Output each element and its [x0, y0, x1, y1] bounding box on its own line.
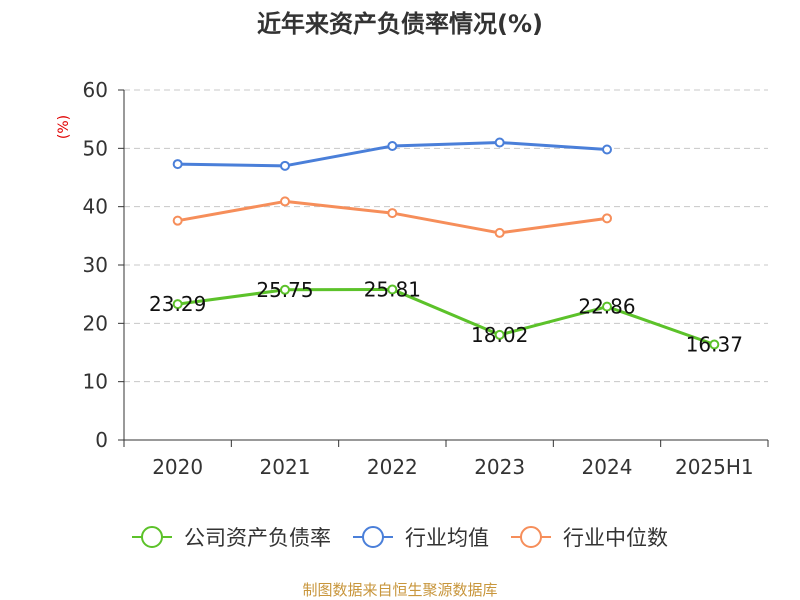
series-1	[172, 284, 720, 350]
axes: 0 10 20 30 40 50 60 2020 2021 2022 2023 2024 2025H1	[83, 78, 769, 479]
series-2	[172, 137, 612, 171]
y-tick-label-10: 10	[83, 370, 108, 394]
data-label-2021: 25.75	[256, 278, 313, 302]
legend-label-3: 行业中位数	[563, 526, 668, 550]
y-tick-label-20: 20	[83, 311, 108, 335]
data-point-1-2022[interactable]	[387, 284, 398, 295]
y-tick-label-50: 50	[83, 136, 108, 160]
data-point-2-2024[interactable]	[602, 144, 612, 155]
x-tick-label-2021: 2021	[260, 455, 311, 479]
x-tick-label-2025H1: 2025H1	[675, 455, 754, 479]
y-tick-label-0: 0	[95, 428, 108, 452]
y-tick-label-40: 40	[83, 195, 108, 219]
data-label-2020: 23.29	[149, 292, 206, 316]
y-tick-label-60: 60	[83, 78, 108, 102]
data-point-2-2021[interactable]	[280, 160, 290, 171]
x-tick-label-2020: 2020	[152, 455, 203, 479]
legend-label-2: 行业均值	[405, 526, 489, 550]
y-tick-label-30: 30	[83, 253, 108, 277]
data-point-2-2020[interactable]	[172, 159, 183, 170]
series-layer	[172, 137, 720, 350]
data-point-2-2022[interactable]	[387, 141, 398, 151]
x-tick-label-2024: 2024	[582, 455, 633, 479]
data-point-3-2022[interactable]	[387, 208, 398, 219]
legend-item-2[interactable]: 行业均值	[353, 526, 489, 550]
series-line-1	[176, 287, 716, 347]
data-point-1-2023[interactable]	[494, 329, 505, 340]
data-label-2023: 18.02	[471, 323, 528, 347]
data-point-2-2023[interactable]	[494, 137, 505, 148]
x-tick-label-2023: 2023	[474, 455, 525, 479]
legend-item-1[interactable]: 公司资产负债率	[132, 526, 331, 550]
data-labels: 23.29 25.75 25.81 18.02 22.86 16.37	[149, 277, 743, 356]
legend-label-1: 公司资产负债率	[184, 526, 331, 550]
chart-title: 近年来资产负债率情况(%)	[257, 10, 543, 38]
legend-marker-2	[362, 526, 384, 548]
legend-marker-3	[520, 526, 542, 548]
grid-lines	[124, 89, 768, 383]
y-axis-label: (%)	[56, 115, 72, 139]
data-point-3-2020[interactable]	[172, 215, 183, 226]
source-note: 制图数据来自恒生聚源数据库	[302, 581, 497, 599]
data-label-2022: 25.81	[364, 277, 421, 301]
series-3	[172, 196, 612, 238]
data-point-3-2021[interactable]	[280, 196, 290, 207]
data-label-2024: 22.86	[578, 295, 635, 319]
data-point-1-2020[interactable]	[172, 299, 183, 310]
data-point-3-2024[interactable]	[602, 213, 612, 224]
data-point-1-2024[interactable]	[602, 301, 612, 312]
legend[interactable]: 公司资产负债率 行业均值 行业中位数	[132, 526, 668, 550]
data-point-3-2023[interactable]	[494, 227, 505, 238]
legend-marker-1	[141, 526, 163, 548]
data-point-1-2021[interactable]	[280, 284, 290, 295]
data-point-1-2025H1[interactable]	[709, 339, 720, 350]
x-tick-label-2022: 2022	[367, 455, 418, 479]
legend-item-3[interactable]: 行业中位数	[511, 526, 668, 550]
data-label-2025H1: 16.37	[686, 333, 743, 357]
